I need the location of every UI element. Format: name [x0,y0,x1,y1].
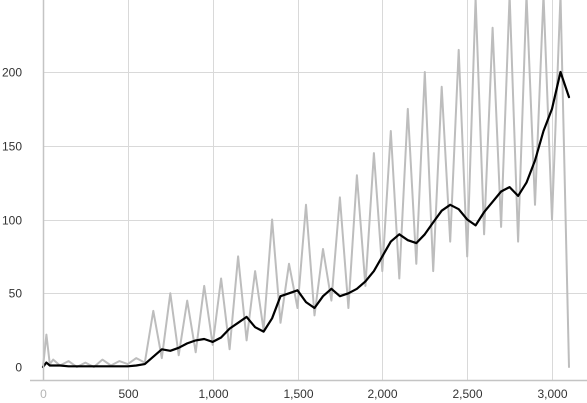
x-tick-label: 1,000 [198,387,228,401]
smoothed-series-line [41,70,571,369]
raw-series-group [42,0,570,368]
x-tick-label: 1,500 [283,387,313,401]
x-tick-label: 2,000 [367,387,397,401]
axes [30,0,587,382]
x-tick-label: 2,500 [452,387,482,401]
grid [43,0,587,380]
y-tick-label: 200 [2,66,22,80]
y-tick-label: 100 [2,214,22,228]
y-tick-label: 50 [9,287,23,301]
y-tick-label: 150 [2,140,22,154]
x-tick-label: 0 [40,387,47,401]
y-tick-label: 0 [15,361,22,375]
tick-labels: 0 50 100 150 200 0 500 1,000 1,500 2,000 2,500 3,00… [2,66,568,402]
x-tick-label: 500 [118,387,138,401]
raw-series-line [42,0,570,368]
x-tick-label: 3,000 [537,387,567,401]
smoothed-series-group [41,70,571,369]
